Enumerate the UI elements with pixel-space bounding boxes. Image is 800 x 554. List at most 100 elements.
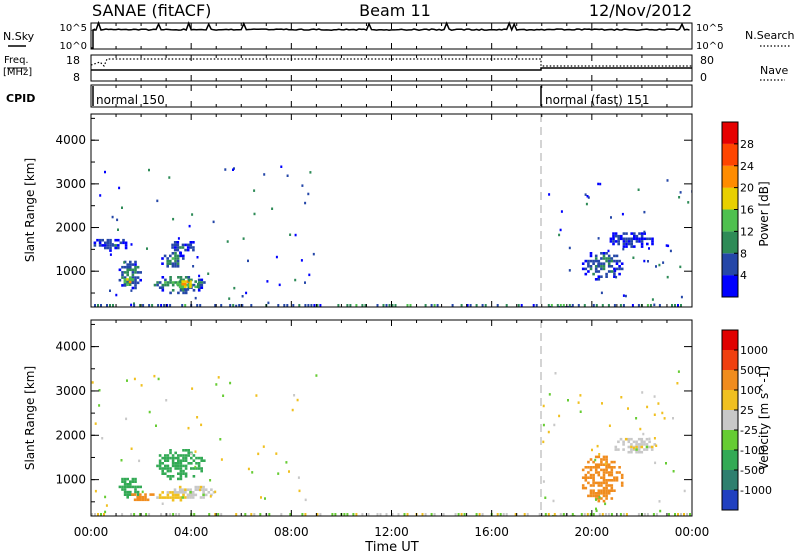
power-cell	[609, 240, 613, 243]
power-cell	[200, 286, 204, 289]
velocity-ground	[319, 513, 322, 516]
velocity-cell	[613, 460, 616, 464]
velocity-colorbar-label: -100	[740, 444, 765, 457]
velocity-cell	[605, 481, 608, 485]
velocity-cell	[194, 485, 198, 489]
power-cell	[184, 243, 187, 247]
power-scatter	[622, 247, 625, 251]
power-scatter	[207, 272, 210, 275]
velocity-cell	[202, 496, 205, 499]
velocity-cell	[146, 498, 150, 502]
velocity-scatter	[153, 374, 156, 378]
velocity-cell	[166, 496, 170, 499]
power-cell	[627, 242, 631, 246]
velocity-cell	[622, 448, 625, 451]
velocity-cell	[123, 477, 127, 481]
velocity-scatter	[542, 404, 545, 408]
velocity-cell	[158, 454, 162, 457]
velocity-cell	[202, 485, 205, 489]
velocity-cell	[158, 467, 162, 470]
nsky-label: N.Sky	[3, 30, 35, 43]
velocity-scatter	[219, 438, 222, 441]
velocity-cell	[197, 467, 201, 470]
power-cell	[602, 257, 606, 260]
velocity-cell	[614, 448, 618, 451]
power-cell	[630, 242, 633, 246]
velocity-scatter	[285, 461, 288, 464]
velocity-cell	[134, 477, 137, 481]
power-ground	[631, 304, 634, 307]
velocity-ground	[130, 513, 133, 516]
velocity-ytick-label: 4000	[55, 340, 86, 354]
power-cell	[123, 265, 127, 269]
power-scatter	[104, 170, 106, 174]
power-cell	[594, 270, 598, 273]
velocity-scatter	[288, 470, 290, 473]
power-cell	[186, 243, 190, 247]
velocity-cell	[610, 489, 614, 492]
power-cell	[184, 291, 188, 295]
velocity-cell	[126, 485, 129, 489]
velocity-cell	[131, 480, 135, 483]
velocity-cell	[594, 466, 598, 469]
power-cell	[123, 276, 127, 279]
velocity-cell	[184, 491, 187, 494]
velocity-ground	[94, 513, 96, 516]
velocity-cell	[166, 469, 170, 473]
velocity-cell	[602, 471, 606, 474]
power-scatter	[188, 279, 191, 282]
power-cell	[602, 262, 606, 265]
velocity-cell	[607, 463, 611, 466]
velocity-ground	[655, 513, 658, 516]
velocity-cell	[597, 492, 601, 495]
power-cell	[176, 254, 180, 258]
power-scatter	[245, 291, 248, 295]
velocity-cell	[589, 484, 593, 487]
velocity-scatter	[655, 444, 658, 447]
velocity-cell	[156, 464, 159, 468]
velocity-cell	[648, 440, 651, 444]
power-cell	[584, 259, 588, 263]
power-scatter	[224, 168, 227, 171]
velocity-scatter	[661, 411, 664, 415]
velocity-scatter	[658, 500, 661, 503]
power-cell	[597, 265, 601, 268]
power-cell	[139, 278, 142, 282]
velocity-ground	[301, 513, 304, 516]
power-cell	[171, 246, 174, 249]
velocity-scatter	[591, 448, 593, 452]
power-scatter	[658, 263, 661, 267]
power-cell	[123, 280, 127, 284]
power-ground	[355, 304, 358, 307]
velocity-cell	[184, 467, 188, 470]
velocity-scatter	[161, 502, 164, 505]
velocity-cell	[602, 489, 606, 492]
power-scatter	[597, 237, 600, 240]
power-cell	[625, 237, 628, 241]
power-ground	[568, 304, 571, 307]
power-cell	[633, 232, 636, 235]
power-ground	[286, 304, 289, 307]
velocity-ground	[674, 513, 676, 516]
power-ground	[94, 304, 96, 307]
velocity-ground	[514, 513, 517, 516]
power-colorbar-band	[722, 122, 738, 144]
power-ground	[680, 304, 682, 307]
power-cell	[169, 254, 172, 258]
velocity-cell	[182, 459, 185, 462]
power-ground	[313, 304, 316, 307]
power-cell	[166, 262, 169, 265]
velocity-scatter	[194, 465, 197, 469]
velocity-ground	[304, 513, 307, 516]
power-cell	[98, 238, 102, 242]
power-cell	[633, 234, 636, 238]
velocity-colorbar-label: 1000	[740, 344, 768, 357]
power-cell	[129, 260, 132, 264]
velocity-cell	[169, 491, 172, 494]
velocity-cell	[174, 456, 177, 460]
velocity-colorbar-frame	[721, 329, 739, 511]
power-scatter	[275, 255, 278, 259]
power-scatter	[653, 303, 656, 307]
velocity-panel: 1000 2000 3000 4000 Slant Range [km] 1000 50…	[23, 319, 772, 517]
velocity-scatter	[542, 423, 545, 427]
